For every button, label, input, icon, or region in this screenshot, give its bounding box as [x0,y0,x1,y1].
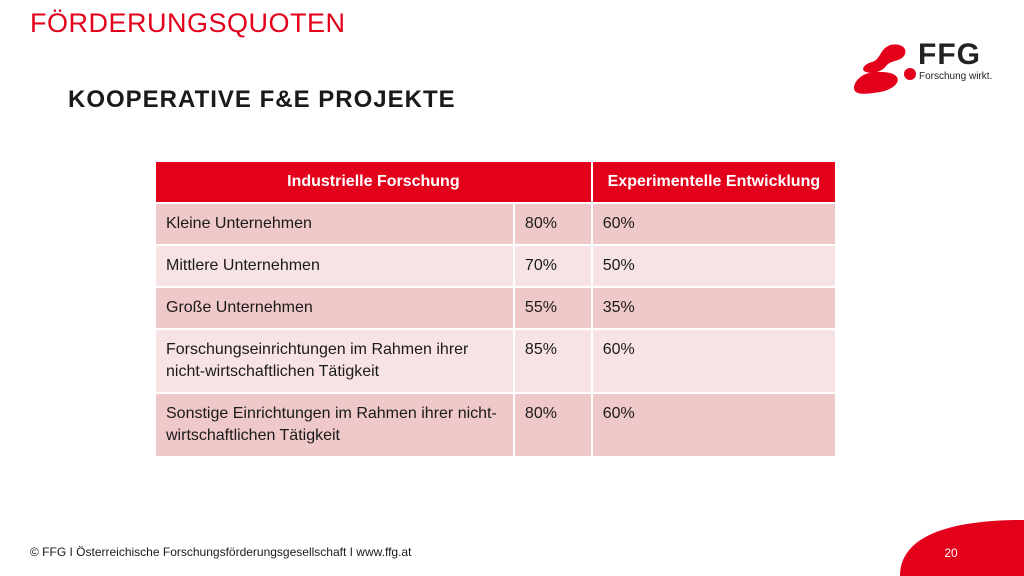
slide-title: KOOPERATIVE F&E PROJEKTE [68,86,456,113]
industrial-rate: 70% [512,244,593,288]
logo-tagline: Forschung wirkt. [919,71,993,82]
table-header-row: Industrielle Forschung Experimentelle En… [154,160,838,204]
corner-swoosh-decoration [900,520,1024,576]
table-row: Sonstige Einrichtungen im Rahmen ihrer n… [154,392,838,458]
ffg-logo-mark-icon [854,44,916,94]
table-row: Große Unternehmen 55% 35% [154,286,838,330]
page-number: 20 [944,546,958,560]
row-label: Kleine Unternehmen [154,202,515,246]
table-row: Mittlere Unternehmen 70% 50% [154,244,838,288]
industrial-rate: 85% [512,328,593,394]
table-row: Forschungseinrichtungen im Rahmen ihrer … [154,328,838,394]
funding-rates-table: Industrielle Forschung Experimentelle En… [154,160,838,458]
industrial-rate: 80% [512,202,593,246]
table-row: Kleine Unternehmen 80% 60% [154,202,838,246]
industrial-rate: 80% [512,392,593,458]
experimental-rate: 50% [590,244,838,288]
row-label: Sonstige Einrichtungen im Rahmen ihrer n… [154,392,515,458]
footer-copyright: © FFG I Österreichische Forschungsförder… [30,545,412,559]
experimental-rate: 60% [590,202,838,246]
header-industrial-research: Industrielle Forschung [154,160,593,204]
row-label: Forschungseinrichtungen im Rahmen ihrer … [154,328,515,394]
header-experimental-development: Experimentelle Entwicklung [590,160,838,204]
logo-wordmark: FFG [918,38,981,71]
industrial-rate: 55% [512,286,593,330]
experimental-rate: 60% [590,328,838,394]
experimental-rate: 35% [590,286,838,330]
row-label: Große Unternehmen [154,286,515,330]
row-label: Mittlere Unternehmen [154,244,515,288]
section-title: FÖRDERUNGSQUOTEN [30,8,346,38]
experimental-rate: 60% [590,392,838,458]
